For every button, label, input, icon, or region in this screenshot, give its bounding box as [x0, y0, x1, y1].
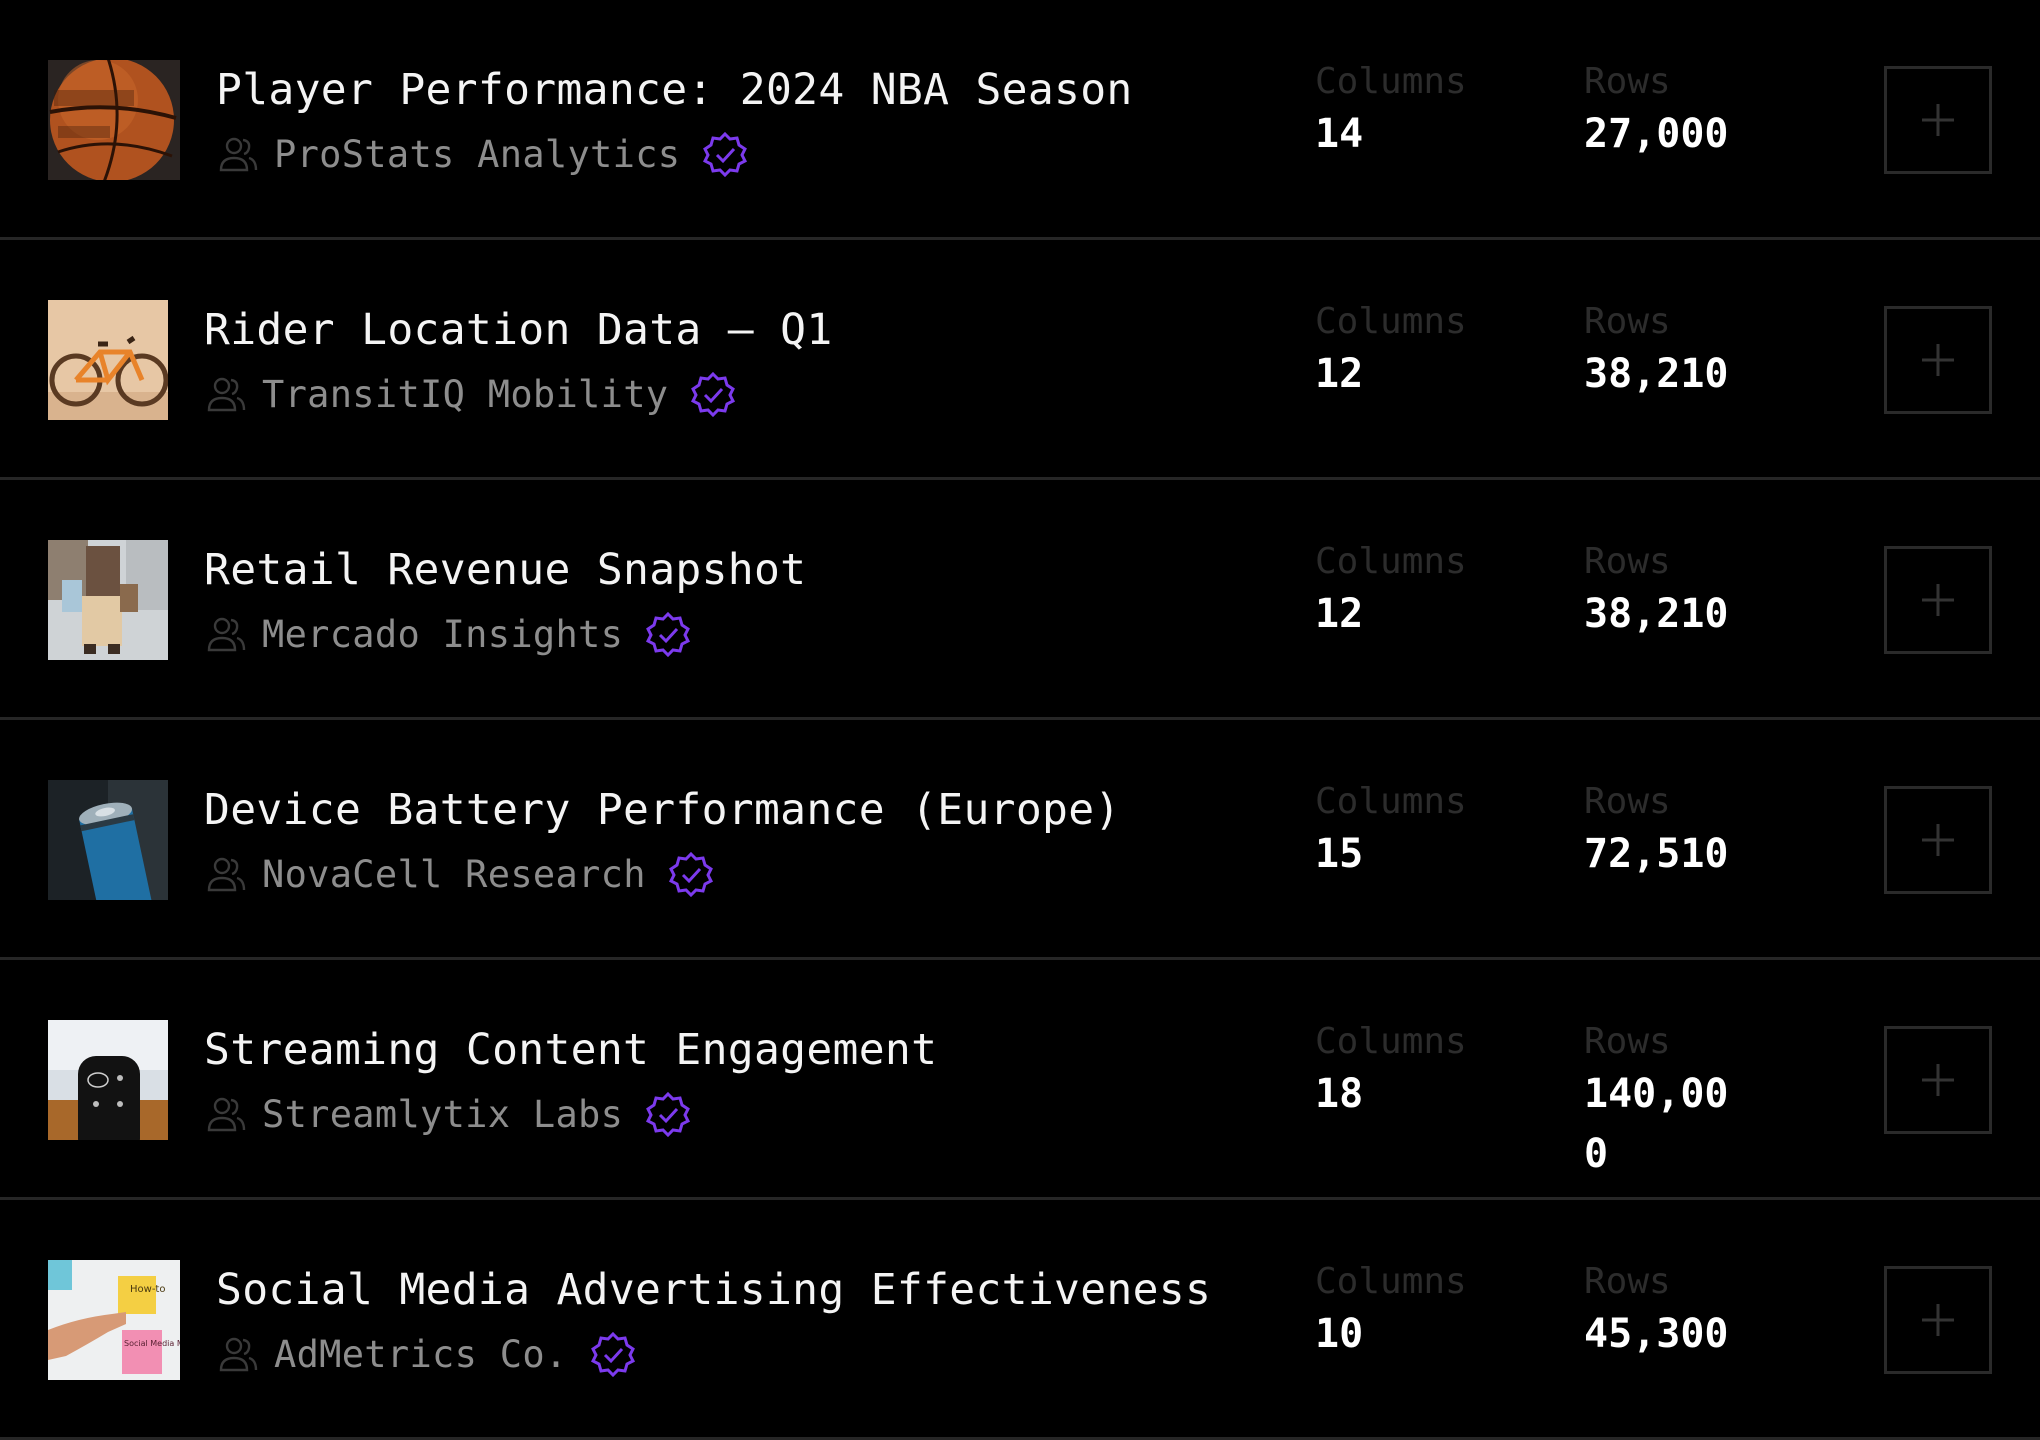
publisher-name[interactable]: Mercado Insights — [262, 612, 624, 656]
rows-label: Rows — [1584, 61, 1671, 102]
remote-control-image — [48, 1020, 168, 1140]
sticky-notes-image: How-to Social Media Marketing — [48, 1260, 180, 1380]
dataset-title[interactable]: Streaming Content Engagement — [204, 1025, 938, 1075]
dataset-title[interactable]: Rider Location Data – Q1 — [204, 305, 833, 355]
rows-count: 27,000 — [1584, 111, 1729, 157]
plus-icon — [1922, 1304, 1954, 1336]
dataset-title[interactable]: Social Media Advertising Effectiveness — [216, 1265, 1212, 1315]
columns-count: 10 — [1315, 1311, 1364, 1357]
shopping-bags-image — [48, 540, 168, 660]
publisher-name[interactable]: Streamlytix Labs — [262, 1092, 624, 1136]
verified-badge-icon — [590, 1331, 636, 1377]
dataset-row[interactable]: Streaming Content Engagement Streamlytix… — [0, 960, 2040, 1200]
sticky-note-top-text: How-to — [130, 1284, 165, 1295]
columns-count: 12 — [1315, 591, 1364, 637]
users-icon — [204, 1092, 248, 1136]
users-icon — [204, 852, 248, 896]
publisher-name[interactable]: TransitIQ Mobility — [262, 372, 669, 416]
columns-label: Columns — [1315, 1021, 1467, 1062]
publisher-name[interactable]: NovaCell Research — [262, 852, 646, 896]
columns-count: 18 — [1315, 1071, 1364, 1117]
verified-badge-icon — [690, 371, 736, 417]
columns-label: Columns — [1315, 61, 1467, 102]
rows-count: 72,510 — [1584, 831, 1729, 877]
users-icon — [204, 612, 248, 656]
verified-badge-icon — [668, 851, 714, 897]
columns-count: 15 — [1315, 831, 1364, 877]
plus-icon — [1922, 584, 1954, 616]
add-dataset-button[interactable] — [1884, 1026, 1992, 1134]
rows-label: Rows — [1584, 301, 1671, 342]
add-dataset-button[interactable] — [1884, 546, 1992, 654]
columns-label: Columns — [1315, 781, 1467, 822]
dataset-row[interactable]: Rider Location Data – Q1 TransitIQ Mobil… — [0, 240, 2040, 480]
columns-count: 12 — [1315, 351, 1364, 397]
rows-count: 38,210 — [1584, 591, 1729, 637]
dataset-title[interactable]: Player Performance: 2024 NBA Season — [216, 65, 1133, 115]
publisher-name[interactable]: ProStats Analytics — [274, 132, 681, 176]
columns-label: Columns — [1315, 1261, 1467, 1302]
columns-count: 14 — [1315, 111, 1364, 157]
add-dataset-button[interactable] — [1884, 1266, 1992, 1374]
basketball-image — [48, 60, 180, 180]
dataset-title[interactable]: Retail Revenue Snapshot — [204, 545, 807, 595]
users-icon — [216, 1332, 260, 1376]
plus-icon — [1922, 344, 1954, 376]
publisher-name[interactable]: AdMetrics Co. — [274, 1332, 568, 1376]
plus-icon — [1922, 1064, 1954, 1096]
sticky-note-bottom-text: Social Media Marketing — [124, 1339, 180, 1348]
dataset-row[interactable]: How-to Social Media Marketing Social Med… — [0, 1200, 2040, 1440]
rows-count: 140,000 — [1584, 1071, 1729, 1177]
verified-badge-icon — [645, 1091, 691, 1137]
add-dataset-button[interactable] — [1884, 306, 1992, 414]
users-icon — [204, 372, 248, 416]
columns-label: Columns — [1315, 541, 1467, 582]
bicycle-image — [48, 300, 168, 420]
verified-badge-icon — [702, 131, 748, 177]
rows-count: 45,300 — [1584, 1311, 1729, 1357]
dataset-row[interactable]: Player Performance: 2024 NBA Season ProS… — [0, 0, 2040, 240]
dataset-row[interactable]: Retail Revenue Snapshot Mercado Insights… — [0, 480, 2040, 720]
rows-count: 38,210 — [1584, 351, 1729, 397]
add-dataset-button[interactable] — [1884, 786, 1992, 894]
users-icon — [216, 132, 260, 176]
rows-label: Rows — [1584, 1261, 1671, 1302]
battery-image — [48, 780, 168, 900]
add-dataset-button[interactable] — [1884, 66, 1992, 174]
plus-icon — [1922, 104, 1954, 136]
dataset-title[interactable]: Device Battery Performance (Europe) — [204, 785, 1121, 835]
dataset-row[interactable]: Device Battery Performance (Europe) Nova… — [0, 720, 2040, 960]
verified-badge-icon — [645, 611, 691, 657]
rows-label: Rows — [1584, 781, 1671, 822]
plus-icon — [1922, 824, 1954, 856]
columns-label: Columns — [1315, 301, 1467, 342]
rows-label: Rows — [1584, 1021, 1671, 1062]
rows-label: Rows — [1584, 541, 1671, 582]
